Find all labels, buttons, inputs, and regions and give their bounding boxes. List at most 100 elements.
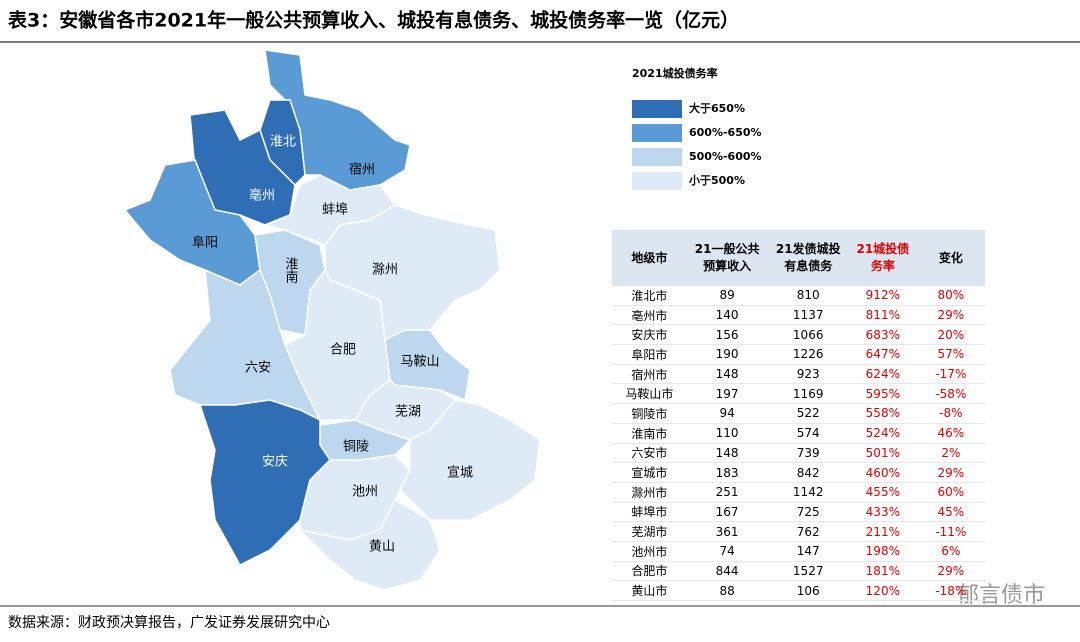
table-cell: 842 (767, 462, 849, 483)
region-label: 合肥 (330, 343, 356, 358)
table-cell: 1226 (767, 344, 849, 365)
table-cell: 923 (767, 364, 849, 385)
table-cell: 147 (767, 541, 849, 562)
table-cell: 251 (686, 482, 768, 503)
table-cell: 80% (916, 286, 985, 306)
region-label: 铜陵 (343, 440, 369, 455)
table-cell: 淮北市 (612, 286, 687, 306)
table-cell: 黄山市 (612, 580, 687, 601)
table-cell: 460% (848, 462, 917, 483)
table-cell: -17% (916, 364, 985, 385)
region-label: 淮南 (283, 257, 299, 283)
table-cell: 110 (686, 423, 768, 444)
table-cell: 148 (686, 364, 768, 385)
table-cell: 522 (767, 403, 849, 424)
region-label: 黄山 (369, 540, 395, 555)
table-row: 宿州市 148 923 624% -17% (612, 364, 985, 385)
region-label: 芜湖 (395, 405, 421, 420)
table-cell: 433% (848, 502, 917, 523)
table-cell: 524% (848, 423, 917, 444)
table-cell: 宿州市 (612, 364, 687, 385)
table-cell: 912% (848, 286, 917, 306)
table-row: 铜陵市 94 522 558% -8% (612, 403, 985, 424)
table-row: 马鞍山市 197 1169 595% -58% (612, 383, 985, 405)
table-cell: 156 (686, 324, 768, 346)
legend-swatch (632, 148, 682, 166)
table-cell: 29% (916, 305, 985, 326)
table-cell: 558% (848, 403, 917, 424)
table-cell: 88 (686, 580, 768, 601)
table-row: 合肥市 844 1527 181% 29% (612, 561, 985, 582)
table-cell: 574 (767, 423, 849, 444)
table-cell: 6% (916, 541, 985, 562)
table-cell: 811% (848, 305, 917, 326)
table-cell: 安庆市 (612, 324, 687, 346)
table-cell: 74 (686, 541, 768, 562)
table-cell: 197 (686, 383, 768, 405)
legend-label: 600%-650% (689, 126, 762, 139)
table-cell: 1142 (767, 482, 849, 503)
table-cell: 106 (767, 580, 849, 601)
table-cell: 120% (848, 580, 917, 601)
table-cell: 1169 (767, 383, 849, 405)
table-row: 六安市 148 739 501% 2% (612, 443, 985, 464)
table-cell: 六安市 (612, 443, 687, 464)
table-cell: 1527 (767, 561, 849, 582)
table-cell: 211% (848, 521, 917, 542)
title: 表3：安徽省各市2021年一般公共预算收入、城投有息债务、城投债务率一览（亿元） (8, 9, 739, 32)
table-cell: 167 (686, 502, 768, 523)
legend-label: 500%-600% (689, 150, 762, 163)
header-cell: 变化 (916, 230, 985, 286)
table-cell: 阜阳市 (612, 344, 687, 365)
table-cell: 20% (916, 324, 985, 346)
legend-swatch (632, 172, 682, 190)
table-row: 芜湖市 361 762 211% -11% (612, 521, 985, 542)
table-cell: 844 (686, 561, 768, 582)
data-table: 地级市 21一般公共预算收入 21发债城投有息债务 21城投债务率 变化 淮北市 89 810… (612, 230, 985, 601)
region-label: 马鞍山 (400, 354, 439, 370)
region (399, 399, 541, 521)
table-cell: 合肥市 (612, 561, 687, 582)
table-cell: 739 (767, 443, 849, 464)
table-cell: 宣城市 (612, 462, 687, 483)
table-cell: 45% (916, 502, 985, 523)
table-cell: 501% (848, 443, 917, 464)
table-cell: 148 (686, 443, 768, 464)
table-cell: -18% (916, 580, 985, 601)
table-cell: 455% (848, 482, 917, 503)
header-cell: 21一般公共预算收入 (686, 230, 768, 286)
table-cell: 马鞍山市 (612, 383, 687, 405)
table-cell: 183 (686, 462, 768, 483)
table-cell: 595% (848, 383, 917, 405)
table-row: 淮北市 89 810 912% 80% (612, 286, 985, 306)
table-cell: 89 (686, 286, 768, 306)
table-cell: 361 (686, 521, 768, 542)
region-label: 阜阳 (192, 235, 218, 251)
legend-title: 2021城投债务率 (632, 66, 718, 80)
region (297, 498, 441, 591)
table-cell: 647% (848, 344, 917, 365)
table-row: 宣城市 183 842 460% 29% (612, 462, 985, 483)
table-cell: 铜陵市 (612, 403, 687, 424)
table-cell: 淮南市 (612, 423, 687, 444)
table-cell: 1137 (767, 305, 849, 326)
source: 数据来源：财政预决算报告，广发证券发展研究中心 (8, 615, 330, 631)
map (123, 49, 541, 591)
region-label: 蚌埠 (322, 203, 348, 218)
table-cell: -58% (916, 383, 985, 405)
table-row: 安庆市 156 1066 683% 20% (612, 324, 985, 346)
table-row: 阜阳市 190 1226 647% 57% (612, 344, 985, 365)
table-row: 蚌埠市 167 725 433% 45% (612, 502, 985, 523)
region-label: 滁州 (372, 262, 398, 278)
table-cell: 57% (916, 344, 985, 365)
table-cell: 芜湖市 (612, 521, 687, 542)
table-cell: 140 (686, 305, 768, 326)
legend-swatch (632, 100, 682, 118)
region-label: 池州 (352, 485, 378, 500)
region-label: 六安 (245, 361, 271, 376)
table-cell: 624% (848, 364, 917, 385)
table-row: 池州市 74 147 198% 6% (612, 541, 985, 562)
table-cell: 94 (686, 403, 768, 424)
table-row: 滁州市 251 1142 455% 60% (612, 482, 985, 503)
